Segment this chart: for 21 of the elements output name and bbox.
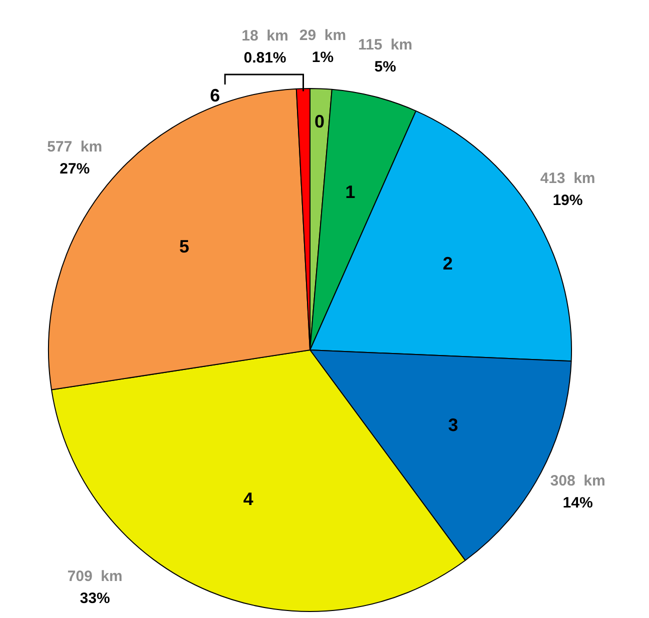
data-label: 413 km — [540, 170, 596, 188]
data-label: 308 km — [550, 472, 606, 490]
slice-label: 6 — [210, 85, 220, 106]
data-label: 29 km — [299, 27, 346, 44]
text: 19% — [552, 192, 583, 210]
data-label: 709 km — [67, 568, 122, 586]
text: 1% — [312, 49, 334, 66]
text: 5% — [374, 58, 396, 76]
data-label: 577 km — [47, 138, 102, 156]
text: 14% — [562, 494, 593, 512]
data-label: 115 km — [358, 36, 412, 54]
slice-label: 1 — [345, 182, 356, 202]
slice-label: 3 — [448, 415, 458, 436]
slice-label: 2 — [442, 253, 453, 274]
data-label: 18 km — [242, 28, 288, 45]
text: 0.81% — [244, 50, 286, 67]
slice-label: 0 — [314, 112, 325, 132]
text: 27% — [60, 160, 90, 178]
slice-label: 4 — [243, 488, 254, 509]
slice-label: 5 — [179, 236, 190, 257]
text: 33% — [80, 590, 110, 608]
